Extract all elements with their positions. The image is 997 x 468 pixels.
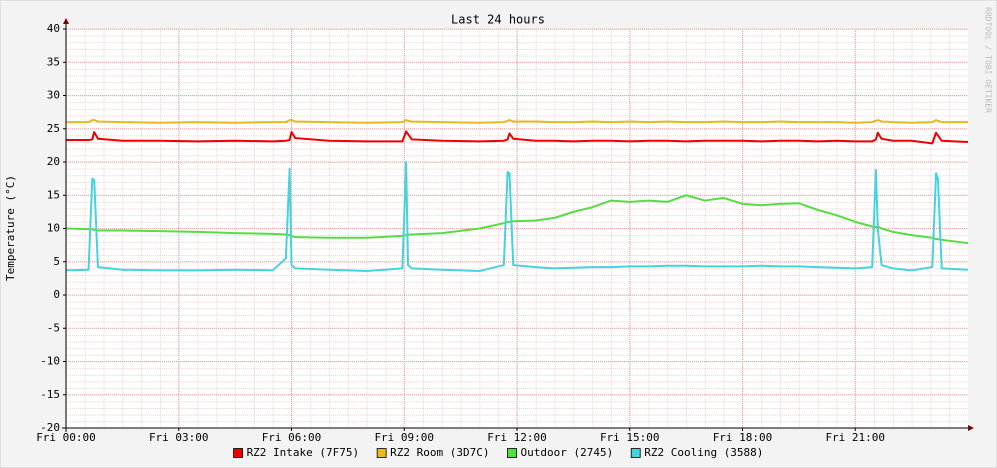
- series-line: [65, 194, 969, 245]
- legend-swatch: [507, 448, 517, 458]
- x-tick-label: Fri 03:00: [149, 431, 209, 444]
- y-tick-label: 10: [47, 222, 60, 235]
- series-line: [66, 130, 969, 145]
- y-tick-label: 40: [47, 22, 60, 35]
- watermark: RRDTOOL / TOBI OETIKER: [984, 7, 993, 113]
- legend-label: RZ2 Room (3D7C): [390, 446, 489, 459]
- x-tick-label: Fri 12:00: [487, 431, 547, 444]
- y-tick-label: -5: [47, 321, 60, 334]
- x-tick-label: Fri 00:00: [36, 431, 96, 444]
- legend-label: Outdoor (2745): [521, 446, 614, 459]
- lines: [65, 119, 969, 273]
- y-tick-label: -10: [40, 355, 60, 368]
- legend-label: RZ2 Intake (7F75): [247, 446, 360, 459]
- chart-title: Last 24 hours: [451, 13, 545, 27]
- y-tick-label: 30: [47, 89, 60, 102]
- x-tick-label: Fri 09:00: [374, 431, 434, 444]
- legend-item: RZ2 Intake (7F75): [233, 446, 360, 459]
- legend-item: Outdoor (2745): [507, 446, 614, 459]
- legend-label: RZ2 Cooling (3588): [644, 446, 763, 459]
- y-tick-label: 0: [53, 288, 60, 301]
- y-tick-label: 25: [47, 122, 60, 135]
- x-tick-label: Fri 21:00: [825, 431, 885, 444]
- legend-swatch: [376, 448, 387, 458]
- grid: [65, 28, 968, 429]
- y-tick-label: 15: [47, 188, 60, 201]
- y-axis-label: Temperature (°C): [4, 175, 17, 281]
- y-tick-label: -20: [40, 421, 60, 434]
- series-line: [66, 119, 968, 124]
- y-tick-label: -15: [40, 388, 60, 401]
- legend-swatch: [233, 448, 243, 458]
- y-tick-label: 20: [47, 155, 60, 168]
- x-tick-label: Fri 06:00: [262, 431, 322, 444]
- y-tick-label: 35: [47, 55, 60, 68]
- y-tick-label: 5: [53, 255, 60, 268]
- legend: RZ2 Intake (7F75) RZ2 Room (3D7C) Outdoor …: [233, 446, 763, 459]
- series-line: [65, 161, 969, 273]
- x-arrow: [968, 425, 974, 431]
- legend-swatch: [630, 448, 641, 458]
- x-tick-label: Fri 18:00: [713, 431, 773, 444]
- x-tick-label: Fri 15:00: [600, 431, 660, 444]
- y-arrow: [63, 18, 69, 24]
- legend-item: RZ2 Room (3D7C): [376, 446, 490, 459]
- legend-item: RZ2 Cooling (3588): [630, 446, 763, 459]
